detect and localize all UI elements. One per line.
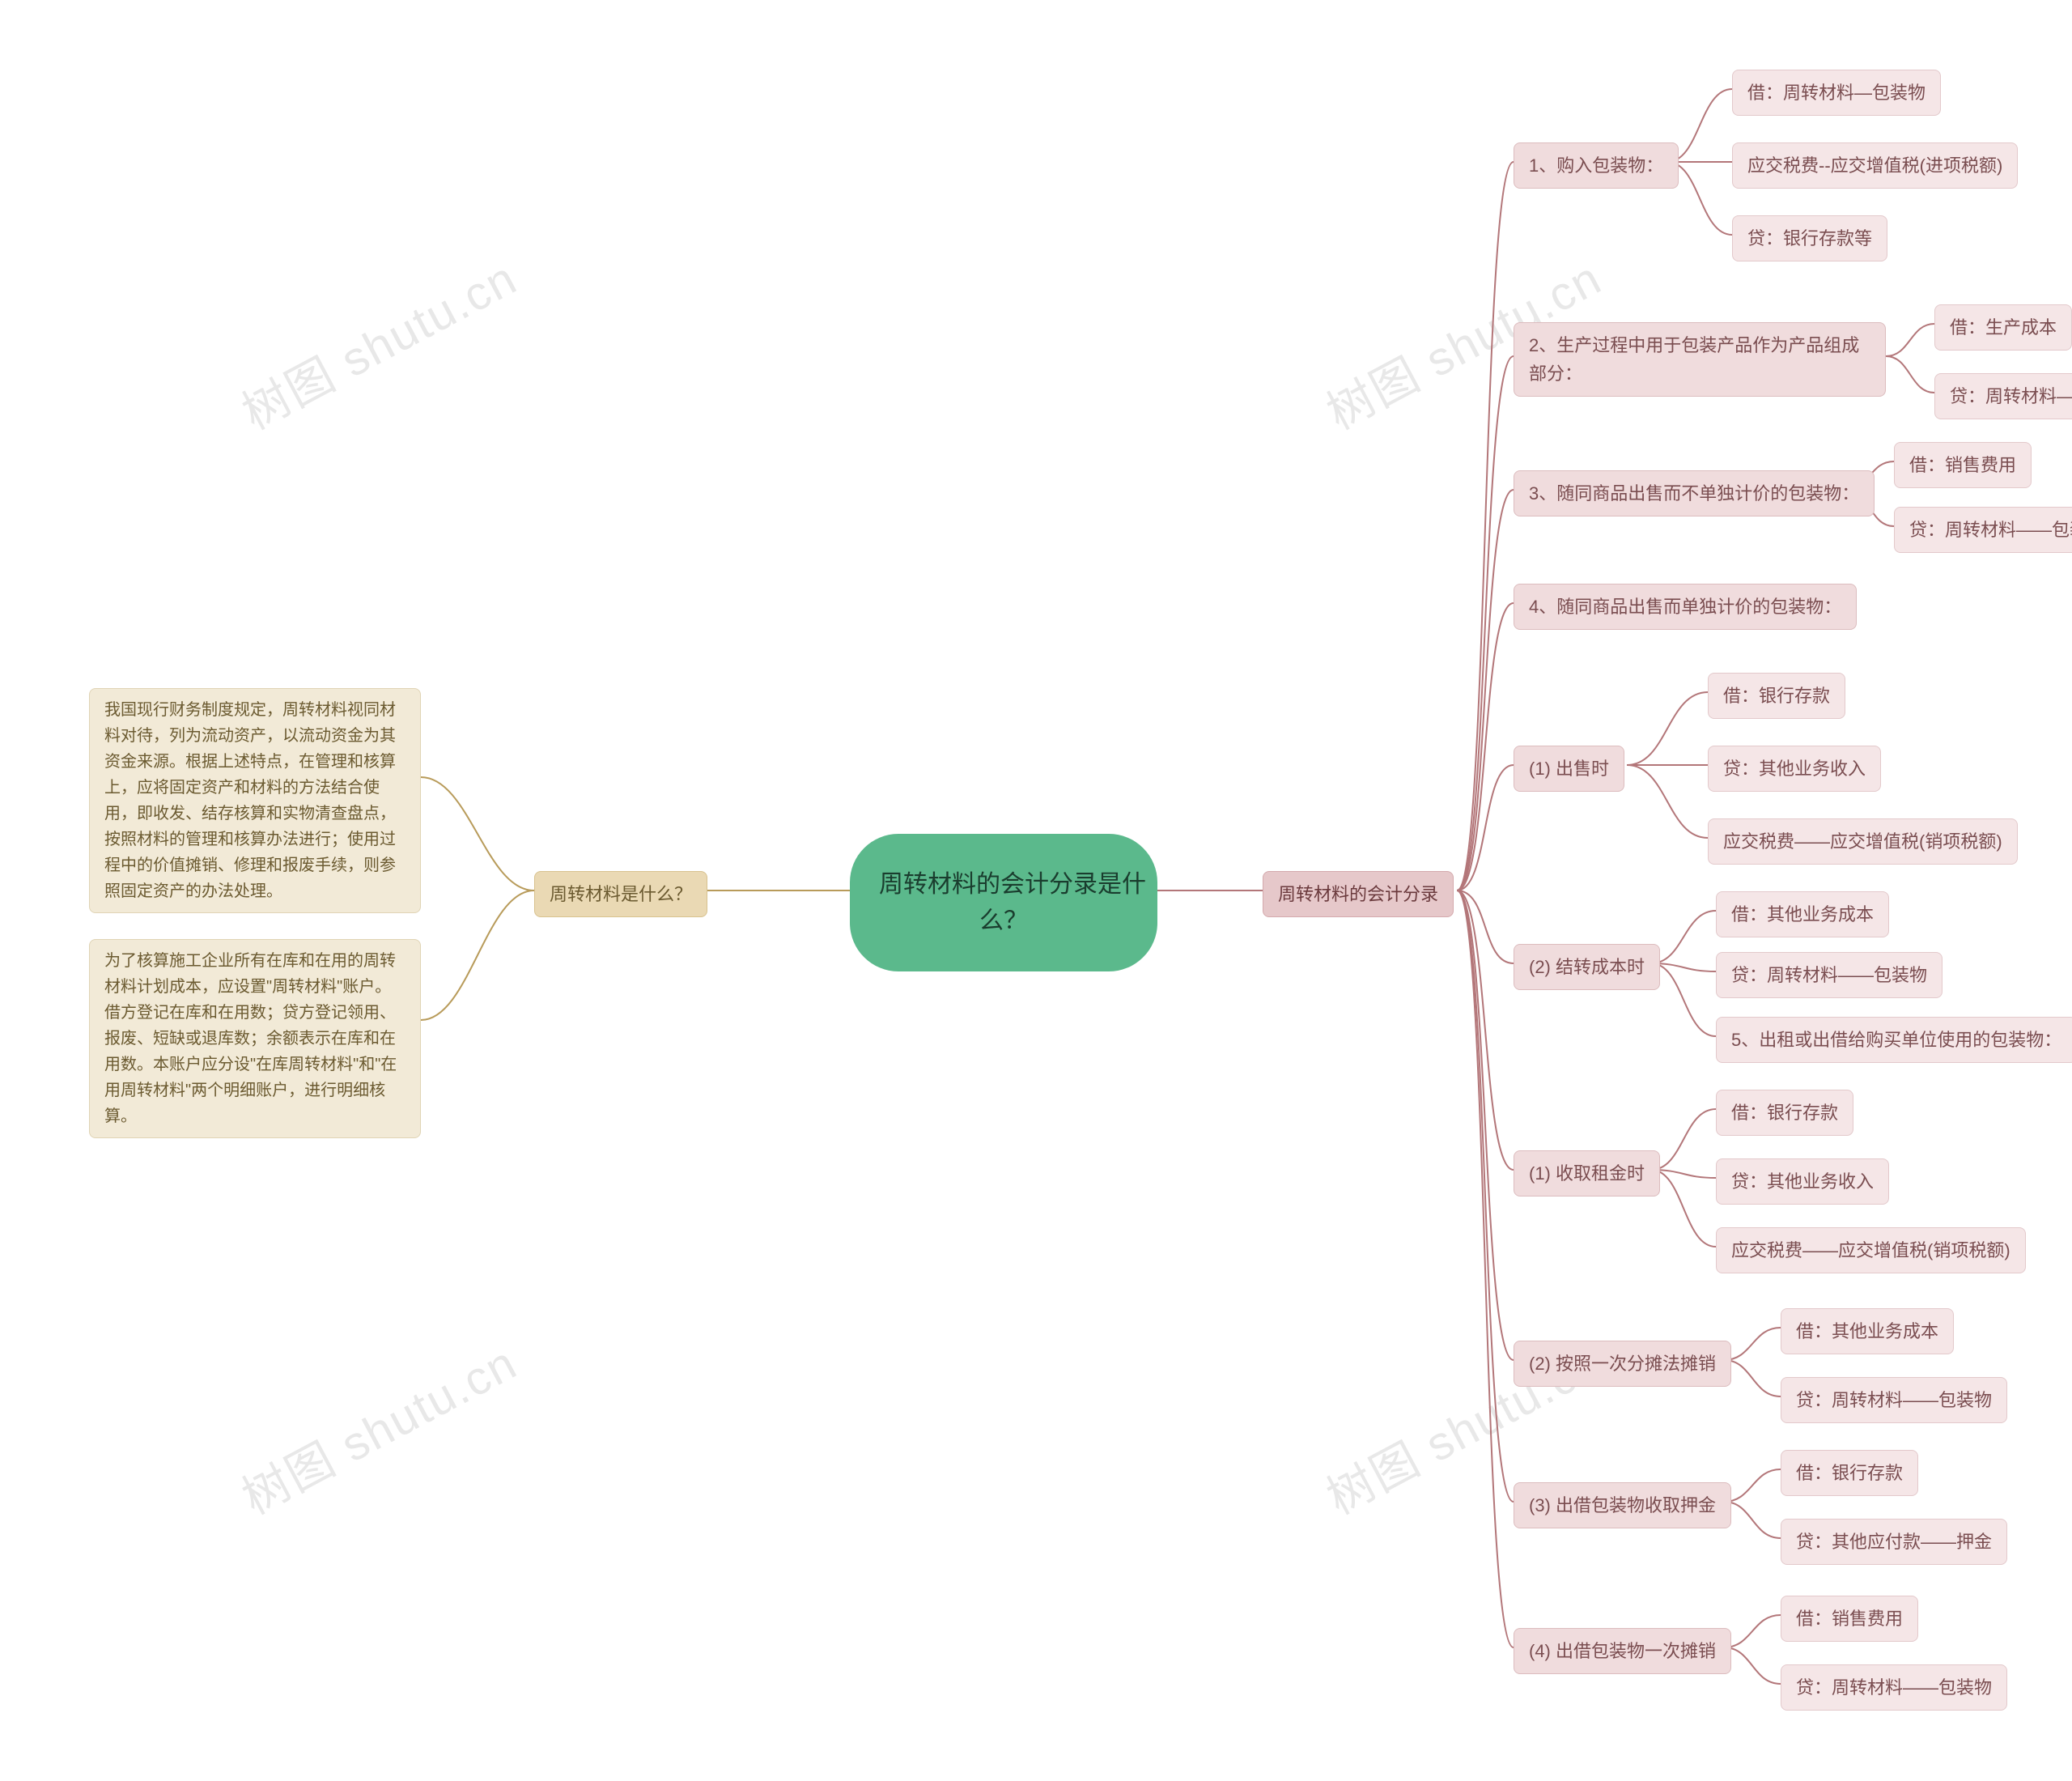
leaf: 应交税费——应交增值税(销项税额) bbox=[1708, 818, 2018, 865]
r-r4: (4) 出借包装物一次摊销 bbox=[1514, 1628, 1731, 1674]
leaf: 借：周转材料—包装物 bbox=[1732, 70, 1941, 116]
leaf: 借：销售费用 bbox=[1781, 1596, 1918, 1642]
leaf: 贷：其他业务收入 bbox=[1716, 1158, 1889, 1205]
leaf: 借：其他业务成本 bbox=[1781, 1308, 1954, 1354]
leaf: 贷：其他应付款——押金 bbox=[1781, 1519, 2007, 1565]
leaf: 贷：其他业务收入 bbox=[1708, 746, 1881, 792]
watermark: 树图 shutu.cn bbox=[228, 1325, 527, 1527]
left-branch: 周转材料是什么？ bbox=[534, 871, 707, 917]
root-line1: 周转材料的会计分录是什 bbox=[879, 871, 1146, 898]
root-line2: 么？ bbox=[979, 908, 1028, 934]
leaf: 应交税费--应交增值税(进项税额) bbox=[1732, 142, 2018, 189]
leaf: 贷：周转材料——包装物 bbox=[1716, 952, 1942, 998]
left-para-1: 我国现行财务制度规定，周转材料视同材料对待，列为流动资产，以流动资金为其资金来源… bbox=[89, 688, 421, 913]
r-n2: 2、生产过程中用于包装产品作为产品组成部分： bbox=[1514, 322, 1886, 397]
r-n4: 4、随同商品出售而单独计价的包装物： bbox=[1514, 584, 1857, 630]
leaf: 贷：周转材料——包装物 bbox=[1934, 373, 2072, 419]
r-r1: (1) 收取租金时 bbox=[1514, 1150, 1660, 1197]
leaf: 贷：周转材料——包装物 bbox=[1781, 1377, 2007, 1423]
leaf: 贷：周转材料——包装物 bbox=[1781, 1664, 2007, 1711]
leaf: 借：银行存款 bbox=[1708, 673, 1845, 719]
leaf: 借：银行存款 bbox=[1716, 1090, 1853, 1136]
leaf: 5、出租或出借给购买单位使用的包装物： bbox=[1716, 1017, 2072, 1063]
r-r3: (3) 出借包装物收取押金 bbox=[1514, 1482, 1731, 1528]
watermark: 树图 shutu.cn bbox=[228, 240, 527, 442]
r-n3: 3、随同商品出售而不单独计价的包装物： bbox=[1514, 470, 1875, 516]
r-n1: 1、购入包装物： bbox=[1514, 142, 1679, 189]
leaf: 借：银行存款 bbox=[1781, 1450, 1918, 1496]
right-branch: 周转材料的会计分录 bbox=[1263, 871, 1454, 917]
leaf: 借：生产成本 bbox=[1934, 304, 2072, 351]
r-r2: (2) 按照一次分摊法摊销 bbox=[1514, 1341, 1731, 1387]
leaf: 借：销售费用 bbox=[1894, 442, 2032, 488]
leaf: 贷：周转材料——包装物 bbox=[1894, 507, 2072, 553]
leaf: 应交税费——应交增值税(销项税额) bbox=[1716, 1227, 2026, 1273]
left-para-2: 为了核算施工企业所有在库和在用的周转材料计划成本，应设置"周转材料"账户。借方登… bbox=[89, 939, 421, 1138]
leaf: 借：其他业务成本 bbox=[1716, 891, 1889, 937]
root-node: 周转材料的会计分录是什 么？ bbox=[850, 834, 1157, 971]
r-s2: (2) 结转成本时 bbox=[1514, 944, 1660, 990]
r-s1: (1) 出售时 bbox=[1514, 746, 1624, 792]
leaf: 贷：银行存款等 bbox=[1732, 215, 1887, 261]
